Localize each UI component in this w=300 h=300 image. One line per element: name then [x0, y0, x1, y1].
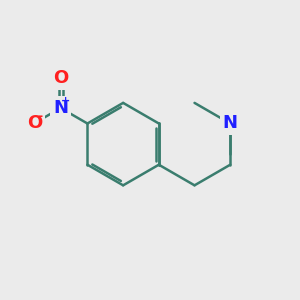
Text: +: + [61, 96, 70, 106]
Text: O: O [27, 114, 43, 132]
Text: -: - [38, 110, 43, 123]
Text: O: O [53, 69, 68, 87]
Text: N: N [53, 99, 68, 117]
Text: N: N [223, 115, 238, 133]
